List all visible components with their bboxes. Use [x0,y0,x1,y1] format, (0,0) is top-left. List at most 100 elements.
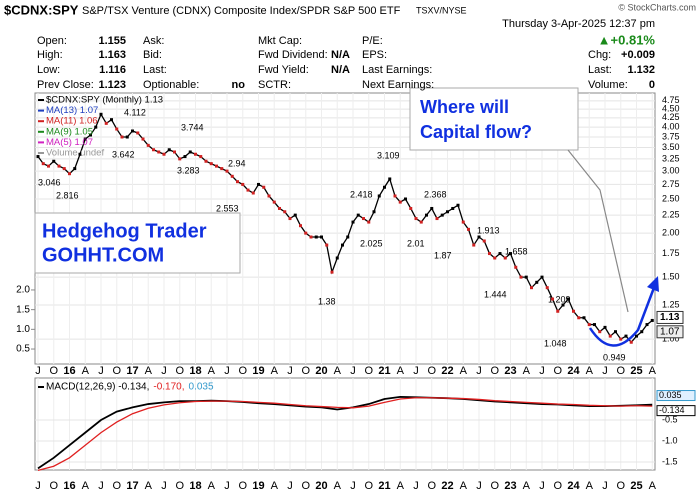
price-point [225,169,229,173]
quote-label: Mkt Cap: [258,35,302,47]
price-point [467,227,470,231]
price-tag [656,310,684,324]
y-tick-label: 1.75 [662,248,680,258]
legend-entry: MA(9) 1.05 [46,126,93,137]
x-tick-label: O [427,480,436,492]
price-point [141,137,145,141]
x-tick-label: O [616,365,625,377]
price-point [551,297,554,301]
price-point [530,286,533,290]
x-tick-label: J [350,480,356,492]
quote-label: Ask: [143,35,164,47]
price-label: 3.642 [112,149,135,159]
quote-value: 1.116 [99,64,126,76]
legend-swatch [38,152,44,154]
price-label: 1.38 [318,296,336,306]
x-tick-label: A [82,480,90,492]
macd-legend: -0.170, [153,382,184,393]
x-tick-label: O [553,365,562,377]
x-tick-label: O [49,365,58,377]
price-point [293,213,297,217]
price-point [614,330,617,334]
legend-swatch [38,386,44,388]
price-label: 3.109 [377,150,400,160]
price-point [272,200,276,204]
x-tick-label: J [476,365,482,377]
price-point [183,155,187,159]
x-tick-label: A [208,365,216,377]
price-label: 2.01 [407,238,425,248]
x-tick-label: 22 [441,480,453,492]
x-tick-label: A [145,480,153,492]
price-point [645,323,649,327]
price-point [314,235,318,239]
x-tick-label: 17 [126,480,138,492]
macd-tag [656,405,696,417]
x-tick-label: O [175,480,184,492]
price-label: 0.949 [603,352,626,362]
x-tick-label: A [649,365,657,377]
price-point [199,155,203,159]
price-point [535,280,539,284]
price-point [288,217,292,221]
price-label: 3.283 [177,165,200,175]
y-tick-label: 2.00 [662,228,680,238]
question-text: Where will [420,97,509,117]
price-point [362,217,365,221]
price-point [419,220,423,224]
question-box [409,87,579,151]
symbol: $CDNX:SPY [4,2,79,17]
price-point [304,231,308,235]
price-point [451,206,455,210]
y-tick-label: 2.50 [662,193,680,203]
price-point [157,150,161,154]
volume-tick-label: 1.0 [16,324,30,335]
quote-label: Open: [37,35,67,47]
y-tick-label: 3.75 [662,131,680,141]
x-tick-label: A [460,480,468,492]
legend-entry: MA(11) 1.06 [46,116,98,127]
price-point [178,157,182,161]
price-point [215,164,218,168]
x-tick-label: J [161,365,167,377]
price-point [257,182,260,186]
quote-value: 1.123 [98,79,126,91]
price-label: 2.418 [350,189,373,199]
price-point [472,243,476,247]
price-point [582,316,586,320]
price-point [435,217,439,221]
x-tick-label: 17 [126,365,138,377]
price-point [188,150,192,154]
brand-box [34,212,241,274]
x-tick-label: A [208,480,216,492]
price-tag-label: 1.07 [660,326,680,337]
x-tick-label: O [238,365,247,377]
y-tick-label: 3.25 [662,153,680,163]
legend-entry: MA(13) 1.07 [46,105,98,116]
question-text: Capital flow? [420,122,532,142]
price-point [372,210,376,214]
price-point [57,164,61,168]
price-point [608,334,612,338]
y-tick-label: 1.00 [662,334,680,344]
price-point [640,330,644,334]
price-label: 2.816 [56,190,79,200]
x-tick-label: 23 [504,480,516,492]
x-tick-label: O [301,365,310,377]
price-point [278,206,281,210]
price-label: 1.209 [548,294,571,304]
legend-entry: Volume undef [46,148,104,159]
legend-swatch [38,141,44,144]
x-tick-label: J [602,480,608,492]
x-tick-label: 19 [252,365,264,377]
quote-label: Last: [143,64,167,76]
price-point [136,131,140,135]
price-point [230,174,234,178]
price-point [346,235,350,239]
quote-label: High: [37,49,63,61]
price-label: 2.025 [360,238,383,248]
price-point [603,325,607,329]
x-tick-label: A [334,480,342,492]
price-point [104,121,108,125]
